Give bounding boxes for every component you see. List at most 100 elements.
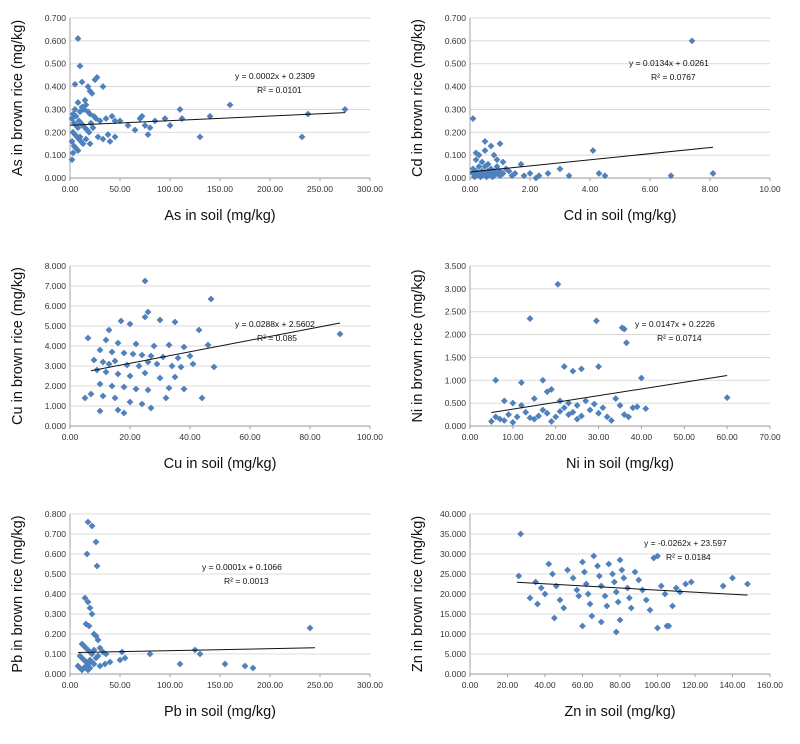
data-point <box>111 133 119 141</box>
data-point <box>534 600 541 608</box>
trendline <box>77 647 316 654</box>
trendline <box>90 322 341 372</box>
y-tick-label: 8.000 <box>45 261 67 271</box>
x-tick-label: 300.00 <box>357 680 383 690</box>
data-point <box>481 138 489 145</box>
x-tick-label: 120.00 <box>682 680 708 690</box>
data-point <box>526 594 534 602</box>
y-tick-label: 0.600 <box>45 36 67 46</box>
data-point <box>106 658 114 666</box>
data-point <box>639 586 646 594</box>
data-point <box>83 550 91 558</box>
data-point <box>74 147 82 154</box>
y-tick-label: 0.200 <box>45 127 67 137</box>
x-tick-label: 40.00 <box>534 680 556 690</box>
data-point <box>575 592 583 600</box>
data-point <box>84 334 92 342</box>
data-point <box>156 316 164 324</box>
x-tick-label: 60.00 <box>239 432 261 442</box>
data-point <box>76 652 84 660</box>
data-point <box>166 122 174 129</box>
y-tick-label: 1.000 <box>445 375 467 385</box>
data-point <box>132 385 140 393</box>
data-point <box>226 101 234 109</box>
x-tick-label: 150.00 <box>207 680 233 690</box>
data-point <box>584 590 592 598</box>
data-point <box>688 37 696 45</box>
x-tick-label: 250.00 <box>307 184 333 194</box>
data-point <box>221 660 229 668</box>
data-point <box>99 135 107 143</box>
x-tick-label: 50.00 <box>109 184 131 194</box>
data-point <box>81 594 89 602</box>
data-point <box>94 652 102 660</box>
data-point <box>111 394 119 402</box>
r-squared: R² = 0.0101 <box>257 85 302 95</box>
data-point <box>556 397 564 405</box>
x-tick-label: 150.00 <box>207 184 233 194</box>
r-squared: R² = 0.085 <box>257 333 297 343</box>
data-point <box>141 277 149 285</box>
y-tick-label: 0.100 <box>445 150 467 160</box>
data-point <box>82 644 90 652</box>
data-point <box>517 160 525 168</box>
data-point <box>620 411 628 418</box>
data-point <box>306 624 314 632</box>
data-point <box>582 580 590 588</box>
data-point <box>676 588 684 596</box>
data-point <box>102 115 110 122</box>
y-tick-label: 0.400 <box>445 82 467 92</box>
data-point <box>608 417 615 424</box>
y-axis-title: Cd in brown rice (mg/kg) <box>410 19 426 177</box>
data-point <box>579 558 586 566</box>
data-point <box>723 394 731 402</box>
x-tick-label: 0.00 <box>462 680 479 690</box>
x-tick-label: 60.00 <box>572 680 594 690</box>
data-point <box>518 379 525 386</box>
x-tick-label: 0.00 <box>62 432 79 442</box>
data-point <box>106 138 114 145</box>
y-tick-label: 1.500 <box>445 352 467 362</box>
trend-equation: y = 0.0147x + 0.2226 <box>635 319 715 329</box>
x-tick-label: 80.00 <box>609 680 631 690</box>
data-point <box>86 664 94 672</box>
data-point <box>650 554 658 562</box>
data-point <box>539 376 547 384</box>
x-tick-label: 160.00 <box>757 680 783 690</box>
data-point <box>96 117 104 125</box>
data-point <box>556 596 564 604</box>
data-point <box>198 394 206 402</box>
data-point <box>719 582 727 590</box>
y-tick-label: 0.200 <box>445 127 467 137</box>
x-tick-label: 100.00 <box>357 432 383 442</box>
data-point <box>589 147 597 154</box>
data-point <box>517 530 525 538</box>
data-point <box>505 167 513 175</box>
data-point <box>541 590 549 598</box>
data-point <box>530 395 538 402</box>
data-point <box>88 650 96 658</box>
y-tick-label: 0.000 <box>45 421 67 431</box>
x-tick-label: 10.00 <box>502 432 524 442</box>
y-tick-label: 0.700 <box>45 529 67 539</box>
x-tick-label: 20.00 <box>119 432 141 442</box>
data-point <box>709 170 717 177</box>
data-point <box>81 394 89 402</box>
y-axis-title: Pb in brown rice (mg/kg) <box>10 515 26 672</box>
data-point <box>556 165 564 173</box>
y-tick-label: 0.600 <box>445 36 467 46</box>
data-point <box>599 404 607 412</box>
data-point <box>90 356 98 364</box>
trendline <box>69 112 346 126</box>
data-point <box>85 622 93 630</box>
x-tick-label: 2.00 <box>522 184 539 194</box>
data-point <box>121 654 129 662</box>
data-point <box>569 408 577 416</box>
x-tick-label: 0.00 <box>62 184 79 194</box>
data-point <box>548 418 555 425</box>
y-tick-label: 4.000 <box>45 341 67 351</box>
data-point <box>126 372 134 380</box>
y-tick-label: 0.600 <box>45 549 67 559</box>
data-point <box>104 131 112 138</box>
y-tick-label: 0.500 <box>445 398 467 408</box>
